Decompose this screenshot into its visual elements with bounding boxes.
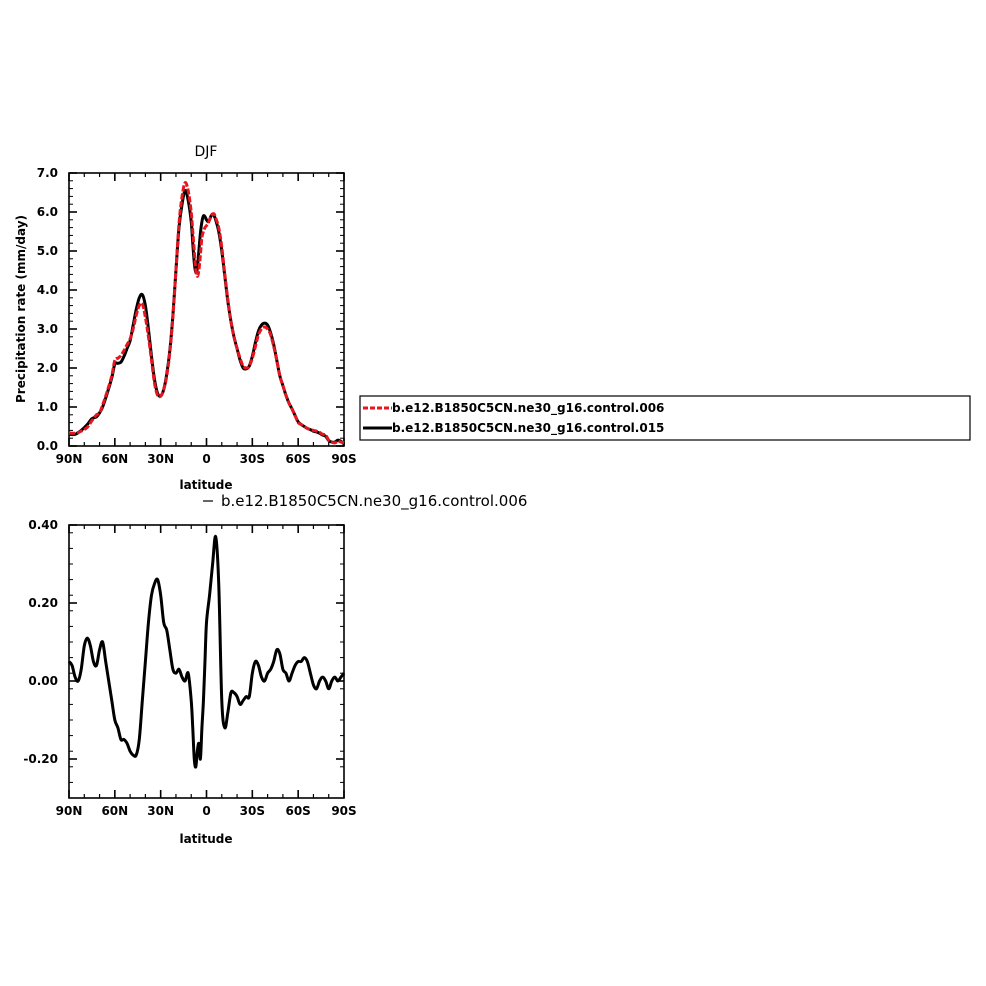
y-tick-label: 0.20 [28,596,58,610]
x-tick-label: 60S [285,452,310,466]
y-tick-label: 3.0 [37,322,58,336]
bottom-y-ticks: -0.20 0.00 0.20 0.40 [23,518,344,799]
c1-series-line-0 [68,189,346,446]
y-tick-label: 5.0 [37,244,58,258]
x-tick-label: 60N [101,804,128,818]
legend: b.e12.B1850C5CN.ne30_g16.control.006 b.e… [359,395,971,441]
x-tick-label: 90N [56,804,83,818]
y-tick-label: -0.20 [23,752,58,766]
x-tick-label: 30N [147,804,174,818]
x-tick-label: 90N [56,452,83,466]
top-chart-title: DJF [195,144,218,160]
top-chart: DJF 90N 60N 30N 0 30S 60S 90S 0.0 1.0 2.0 3.0 4.0 5… [14,144,357,492]
top-y-ticks: 0.0 1.0 2.0 3.0 4.0 5.0 6.0 7.0 [37,166,344,453]
c1-series-line-1 [68,181,345,445]
top-series [68,181,346,446]
bottom-series [67,535,346,769]
x-tick-label: 30S [240,804,265,818]
x-tick-label: 30N [147,452,174,466]
legend-label-006: b.e12.B1850C5CN.ne30_g16.control.006 [392,401,664,416]
x-tick-label: 0 [202,804,210,818]
y-tick-label: 1.0 [37,400,58,414]
x-tick-label: 90S [331,452,356,466]
x-tick-label: 30S [240,452,265,466]
legend-box [359,395,971,441]
x-tick-label: 0 [202,452,210,466]
legend-label-015: b.e12.B1850C5CN.ne30_g16.control.015 [392,421,664,436]
bottom-x-ticks: 90N 60N 30N 0 30S 60S 90S [56,525,357,818]
top-x-axis-label: latitude [179,478,232,492]
bottom-chart: b.e12.B1850C5CN.ne30_g16.control.006 90N… [23,492,527,846]
x-tick-label: 90S [331,804,356,818]
bottom-chart-title: b.e12.B1850C5CN.ne30_g16.control.006 [221,492,527,511]
top-y-axis-label: Precipitation rate (mm/day) [14,215,28,403]
top-x-ticks: 90N 60N 30N 0 30S 60S 90S [56,173,357,466]
x-tick-label: 60N [101,452,128,466]
bottom-x-axis-label: latitude [179,832,232,846]
y-tick-label: 0.40 [28,518,58,532]
y-tick-label: 2.0 [37,361,58,375]
x-tick-label: 60S [285,804,310,818]
y-tick-label: 0.0 [37,439,58,453]
top-plot-frame [68,172,345,447]
y-tick-label: 6.0 [37,205,58,219]
y-tick-label: 0.00 [28,674,58,688]
c2-series-line-0 [67,535,346,769]
y-tick-label: 7.0 [37,166,58,180]
y-tick-label: 4.0 [37,283,58,297]
